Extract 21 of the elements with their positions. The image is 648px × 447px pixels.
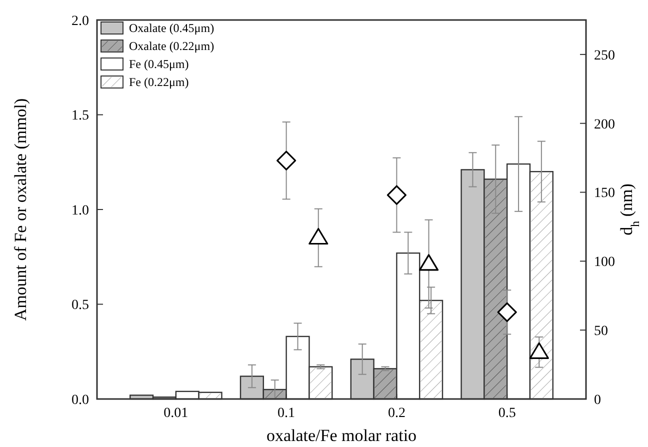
- y2-tick-label: 250: [594, 48, 615, 64]
- y2-tick-label: 0: [594, 392, 601, 408]
- y2-tick-label: 100: [594, 255, 615, 270]
- y2-tick-label: 50: [594, 324, 608, 339]
- legend-label: Oxalate (0.22μm): [129, 39, 214, 54]
- y-tick-label: 1.0: [72, 203, 89, 218]
- y-tick-label: 0.0: [72, 392, 89, 408]
- y-axis-title: Amount of Fe or oxalate (mmol): [11, 98, 30, 321]
- y2-tick-label: 150: [594, 186, 615, 202]
- legend-label: Fe (0.22μm): [129, 75, 189, 90]
- legend-label: Fe (0.45μm): [129, 57, 189, 72]
- x-axis-title: oxalate/Fe molar ratio: [266, 426, 417, 445]
- y-tick-label: 1.5: [72, 108, 89, 124]
- legend-label: Oxalate (0.45μm): [129, 21, 214, 36]
- x-tick-label: 0.01: [164, 406, 188, 421]
- y-tick-label: 0.5: [72, 298, 89, 314]
- x-tick-label: 0.5: [498, 406, 516, 421]
- x-tick-label: 0.2: [388, 406, 406, 421]
- y2-tick-label: 200: [594, 117, 615, 132]
- x-tick-label: 0.1: [278, 406, 296, 421]
- y-tick-label: 2.0: [72, 14, 89, 29]
